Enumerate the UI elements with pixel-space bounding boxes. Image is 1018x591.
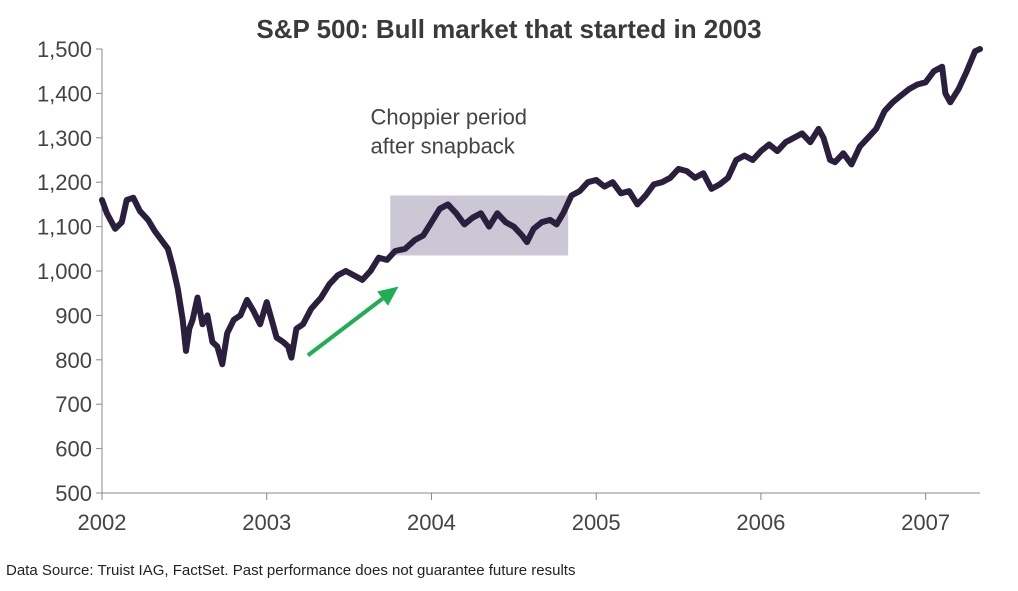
- x-tick-label: 2004: [407, 510, 456, 535]
- x-tick-label: 2003: [242, 510, 291, 535]
- y-tick-label: 1,000: [37, 259, 92, 284]
- annotation-text: Choppier period after snapback: [371, 104, 528, 158]
- annotation-line: after snapback: [371, 133, 516, 158]
- x-tick-label: 2002: [78, 510, 127, 535]
- y-tick-label: 1,500: [37, 37, 92, 62]
- chart-title: S&P 500: Bull market that started in 200…: [256, 14, 762, 44]
- y-tick-label: 900: [55, 303, 92, 328]
- x-tick-label: 2006: [736, 510, 785, 535]
- y-axis: 500 600 700 800 900 1,000 1,100 1,200 1,300 1,400…: [37, 37, 103, 506]
- y-tick-label: 1,300: [37, 126, 92, 151]
- series-line: [99, 46, 983, 368]
- y-tick-label: 1,100: [37, 215, 92, 240]
- y-tick-label: 700: [55, 392, 92, 417]
- y-tick-label: 1,400: [37, 81, 92, 106]
- y-tick-label: 500: [55, 481, 92, 506]
- y-tick-label: 600: [55, 437, 92, 462]
- arrow-head: [377, 286, 399, 306]
- x-axis: 2002 2003 2004 2005 2006 2007: [78, 492, 980, 535]
- y-tick-label: 1,200: [37, 170, 92, 195]
- annotation-arrow: [306, 286, 399, 357]
- line-chart: 500 600 700 800 900 1,000 1,100 1,200 1,300 1,400…: [37, 37, 983, 535]
- x-tick-label: 2007: [901, 510, 950, 535]
- arrow-shaft: [306, 297, 384, 357]
- annotation-line: Choppier period: [371, 104, 528, 129]
- x-tick-label: 2005: [572, 510, 621, 535]
- source-note: Data Source: Truist IAG, FactSet. Past p…: [6, 562, 576, 579]
- y-tick-label: 800: [55, 348, 92, 373]
